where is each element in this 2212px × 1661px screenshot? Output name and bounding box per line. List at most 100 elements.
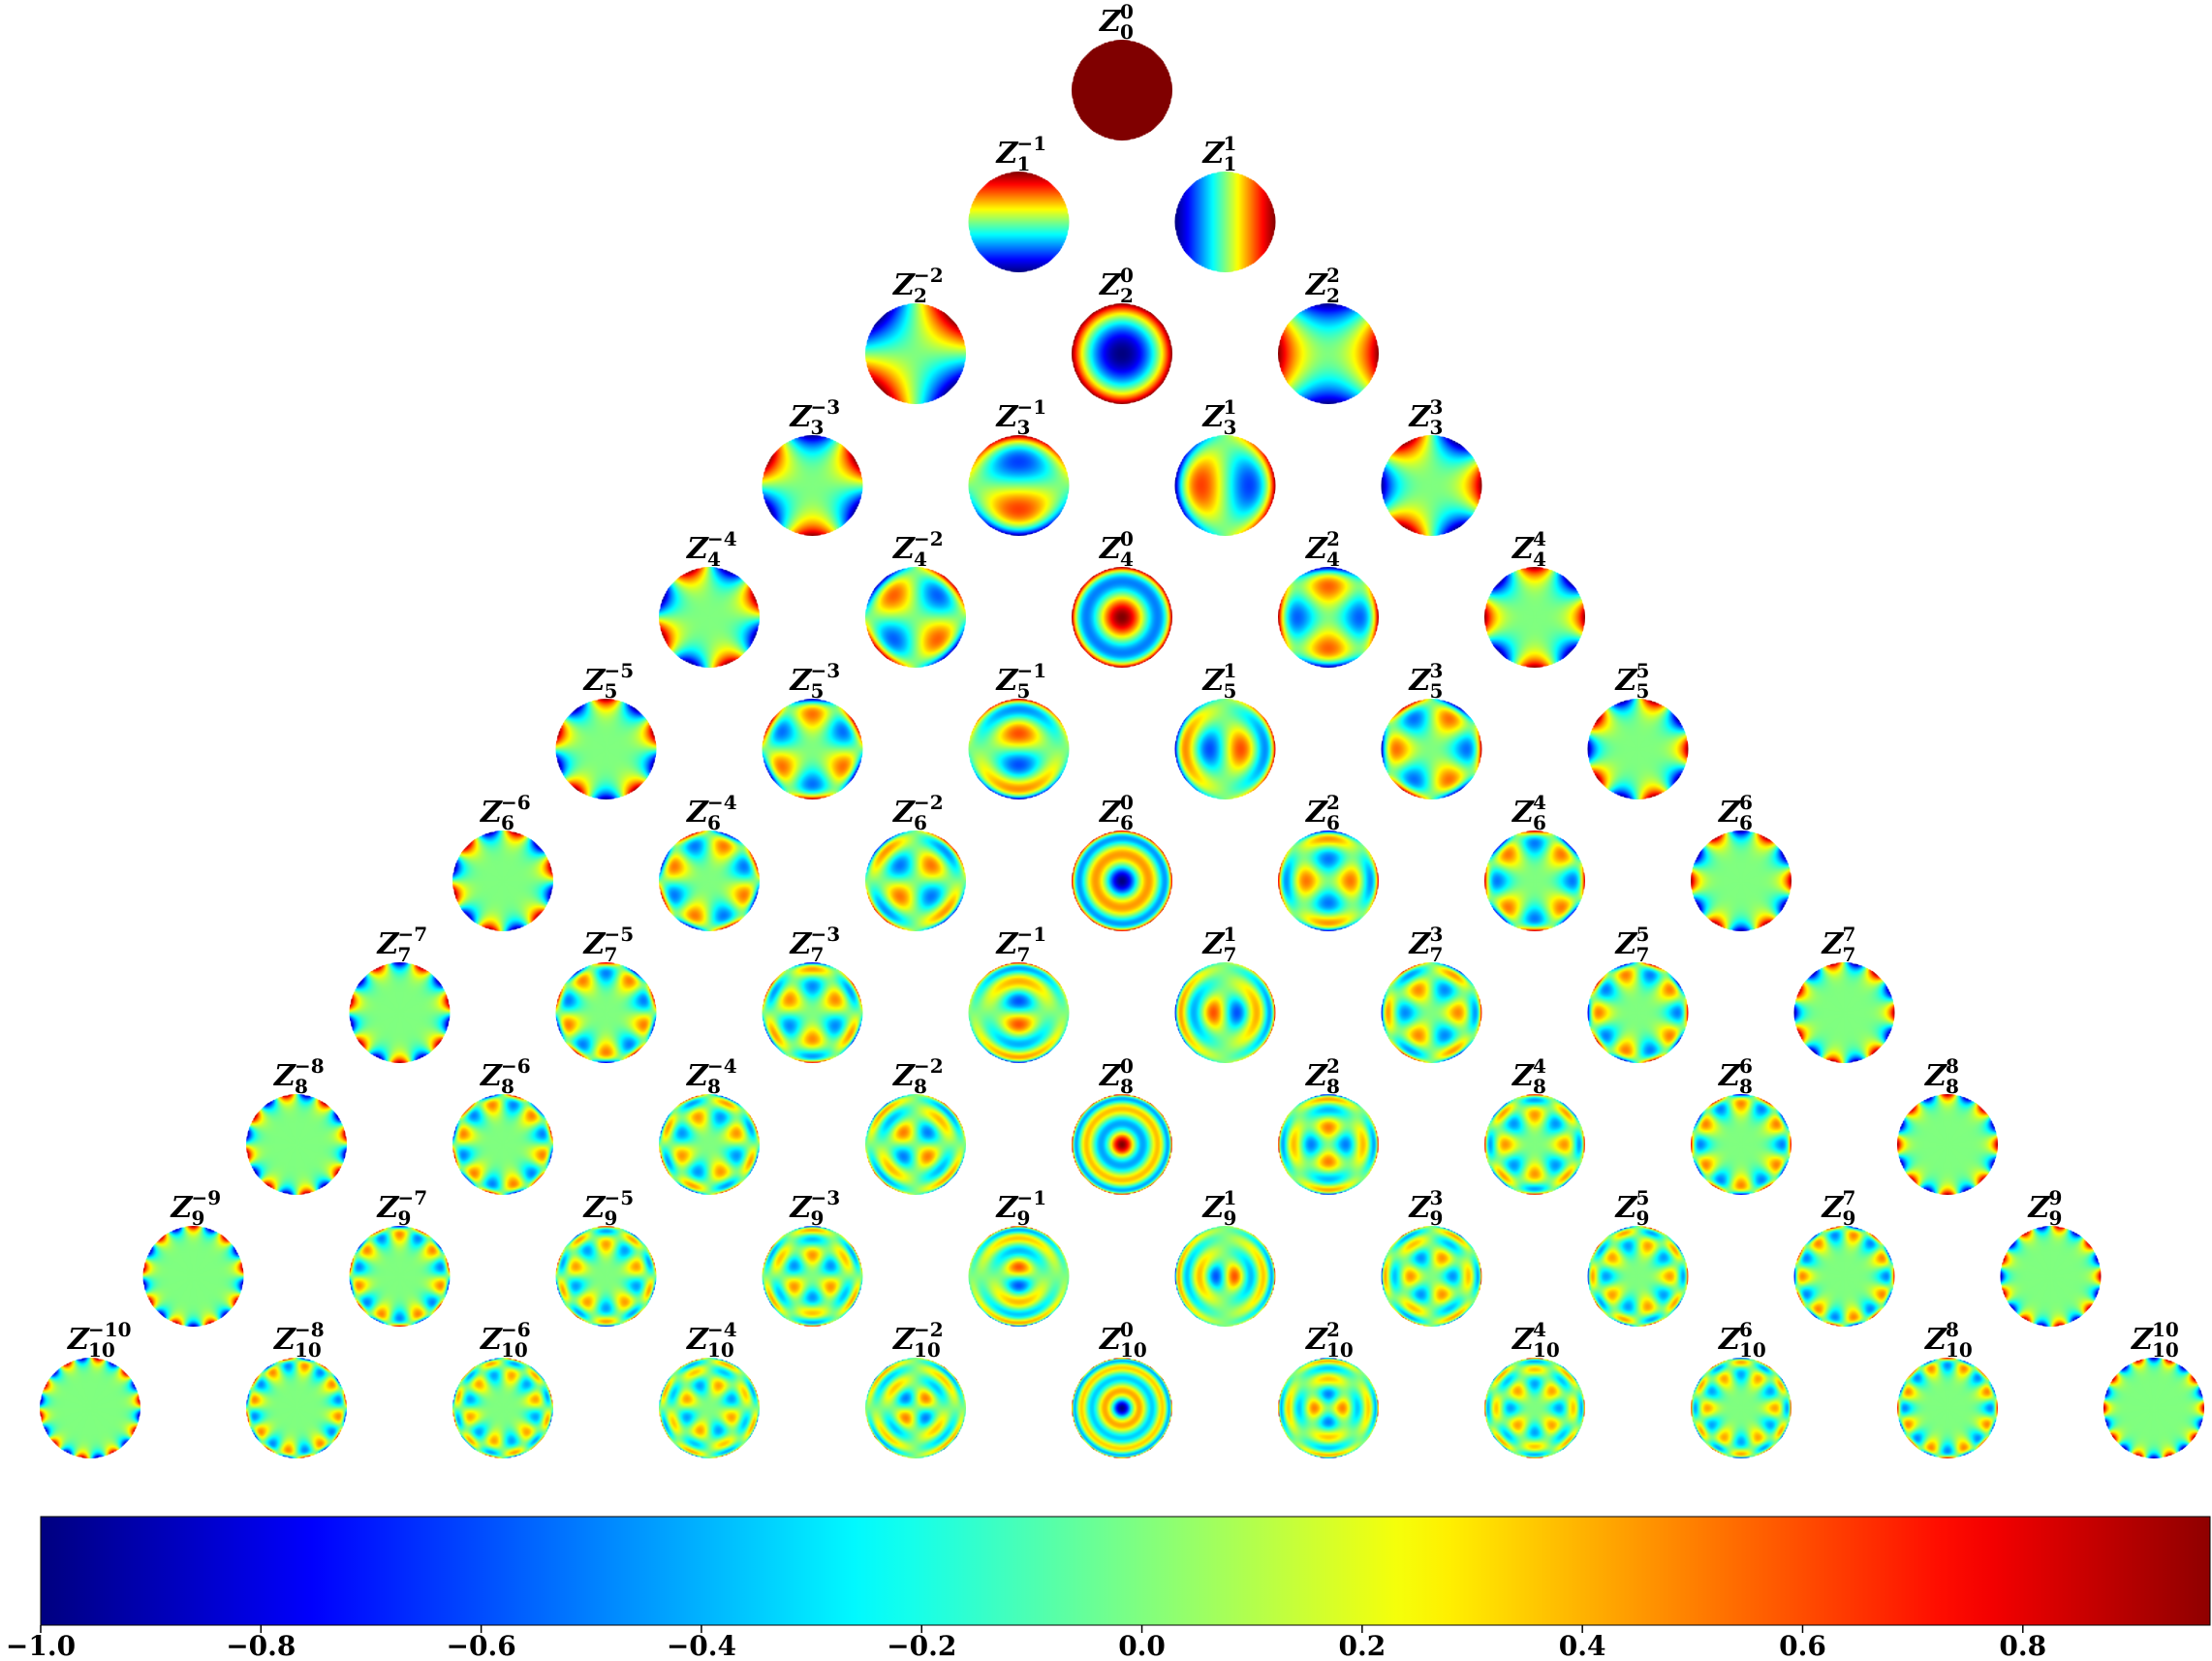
zernike-label-subscript: 8 [1120,1075,1134,1098]
zernike-disk [659,567,760,668]
zernike-label-superscript: 8 [1946,1054,1959,1078]
zernike-label-superscript: −7 [398,923,428,946]
zernike-label-subscript: 6 [501,811,514,834]
zernike-label-superscript: −5 [605,659,635,682]
zernike-label-subscript: 7 [1636,943,1650,966]
zernike-label-subscript: 2 [1120,284,1134,307]
zernike-label-subscript: 10 [914,1338,941,1362]
colorbar-tick-label: 0.8 [1999,1630,2046,1661]
zernike-label-subscript: 7 [1430,943,1444,966]
zernike-label-symbol: Z [171,1191,194,1225]
zernike-disk [142,1226,244,1327]
zernike-label-superscript: 0 [1120,264,1134,287]
zernike-label-superscript: 3 [1430,395,1444,419]
zernike-label-superscript: −2 [914,1054,944,1078]
colorbar-tick-label: −0.6 [447,1630,516,1661]
zernike-term-n8-m2: Z 28 [1278,1054,1379,1195]
zernike-label-superscript: −8 [295,1318,325,1341]
zernike-term-n9-m5: Z 59 [1587,1186,1689,1327]
zernike-label-subscript: 6 [914,811,927,834]
zernike-label-symbol: Z [1615,927,1638,961]
zernike-label-subscript: 6 [1120,811,1134,834]
zernike-label-subscript: 10 [1533,1338,1560,1362]
zernike-label-symbol: Z [377,1191,400,1225]
zernike-label-symbol: Z [686,1323,709,1357]
zernike-label-symbol: Z [1409,1191,1432,1225]
zernike-label-symbol: Z [892,1323,916,1357]
zernike-term-n6-m-6: Z −66 [452,791,553,931]
zernike-disk [349,1226,451,1327]
zernike-disk [1278,303,1379,404]
zernike-label-superscript: −3 [811,659,841,682]
zernike-label-subscript: 3 [1017,416,1031,439]
zernike-label-subscript: 9 [605,1207,618,1230]
zernike-term-n0-m0: Z 00 [1072,0,1172,141]
zernike-label-subscript: 8 [1326,1075,1340,1098]
zernike-label-subscript: 10 [88,1338,115,1362]
zernike-label-subscript: 7 [398,943,412,966]
zernike-label-subscript: 6 [1739,811,1753,834]
zernike-label-subscript: 9 [1430,1207,1444,1230]
zernike-label-superscript: −1 [1017,1186,1047,1209]
zernike-term-n4-m2: Z 24 [1278,527,1379,668]
zernike-term-n7-m-5: Z −57 [555,923,657,1063]
zernike-term-n9-m-5: Z −59 [555,1186,657,1327]
zernike-label-superscript: −6 [501,791,531,814]
zernike-label-symbol: Z [686,796,709,830]
zernike-label-subscript: 4 [1326,548,1340,571]
zernike-label-subscript: 1 [1224,152,1237,175]
zernike-disk [1174,1226,1276,1327]
zernike-term-n9-m-7: Z −79 [349,1186,451,1327]
zernike-term-n8-m8: Z 88 [1897,1054,1998,1195]
zernike-label-subscript: 5 [1636,679,1650,703]
zernike-label-symbol: Z [1409,400,1432,434]
zernike-label-symbol: Z [67,1323,90,1357]
zernike-label-superscript: −6 [501,1054,531,1078]
zernike-disk [1897,1094,1998,1195]
zernike-label-subscript: 6 [707,811,721,834]
zernike-disk [1278,1094,1379,1195]
zernike-term-n9-m-3: Z −39 [762,1186,863,1327]
zernike-label-subscript: 9 [1017,1207,1031,1230]
zernike-label-symbol: Z [1305,532,1328,566]
zernike-term-n7-m-1: Z −17 [968,923,1070,1063]
zernike-disk [968,172,1070,272]
zernike-disk [865,567,966,668]
zernike-label-subscript: 4 [707,548,721,571]
zernike-disk [1691,1094,1791,1195]
zernike-label-subscript: 10 [707,1338,734,1362]
zernike-term-n6-m4: Z 46 [1484,791,1585,931]
zernike-label-symbol: Z [1615,664,1638,698]
zernike-label-symbol: Z [996,400,1019,434]
zernike-disk [2000,1226,2102,1327]
zernike-label-symbol: Z [1202,664,1226,698]
zernike-label-subscript: 10 [2152,1338,2179,1362]
zernike-label-subscript: 9 [811,1207,825,1230]
zernike-label-superscript: −2 [914,264,944,287]
zernike-label-symbol: Z [1305,796,1328,830]
zernike-term-n4-m-2: Z −24 [865,527,966,668]
zernike-term-n10-m2: Z 210 [1278,1318,1379,1458]
zernike-label-superscript: 2 [1326,264,1340,287]
zernike-term-n7-m7: Z 77 [1793,923,1895,1063]
zernike-label-symbol: Z [1409,664,1432,698]
zernike-label-symbol: Z [1305,268,1328,302]
zernike-label-symbol: Z [583,664,607,698]
zernike-label-symbol: Z [1099,5,1122,39]
zernike-label-symbol: Z [1099,532,1122,566]
zernike-label-symbol: Z [996,137,1019,171]
zernike-disk [1072,1094,1172,1195]
zernike-label-symbol: Z [1409,927,1432,961]
zernike-disk [1072,303,1172,404]
zernike-term-n6-m2: Z 26 [1278,791,1379,931]
colorbar-tick-label: 0.4 [1559,1630,1606,1661]
zernike-label-superscript: −2 [914,791,944,814]
zernike-label-subscript: 3 [811,416,825,439]
zernike-label-superscript: 7 [1843,923,1856,946]
zernike-disk [246,1094,347,1195]
zernike-label-subscript: 7 [1224,943,1237,966]
zernike-label-superscript: −3 [811,923,841,946]
zernike-disk [1484,1094,1585,1195]
zernike-label-symbol: Z [892,1059,916,1093]
